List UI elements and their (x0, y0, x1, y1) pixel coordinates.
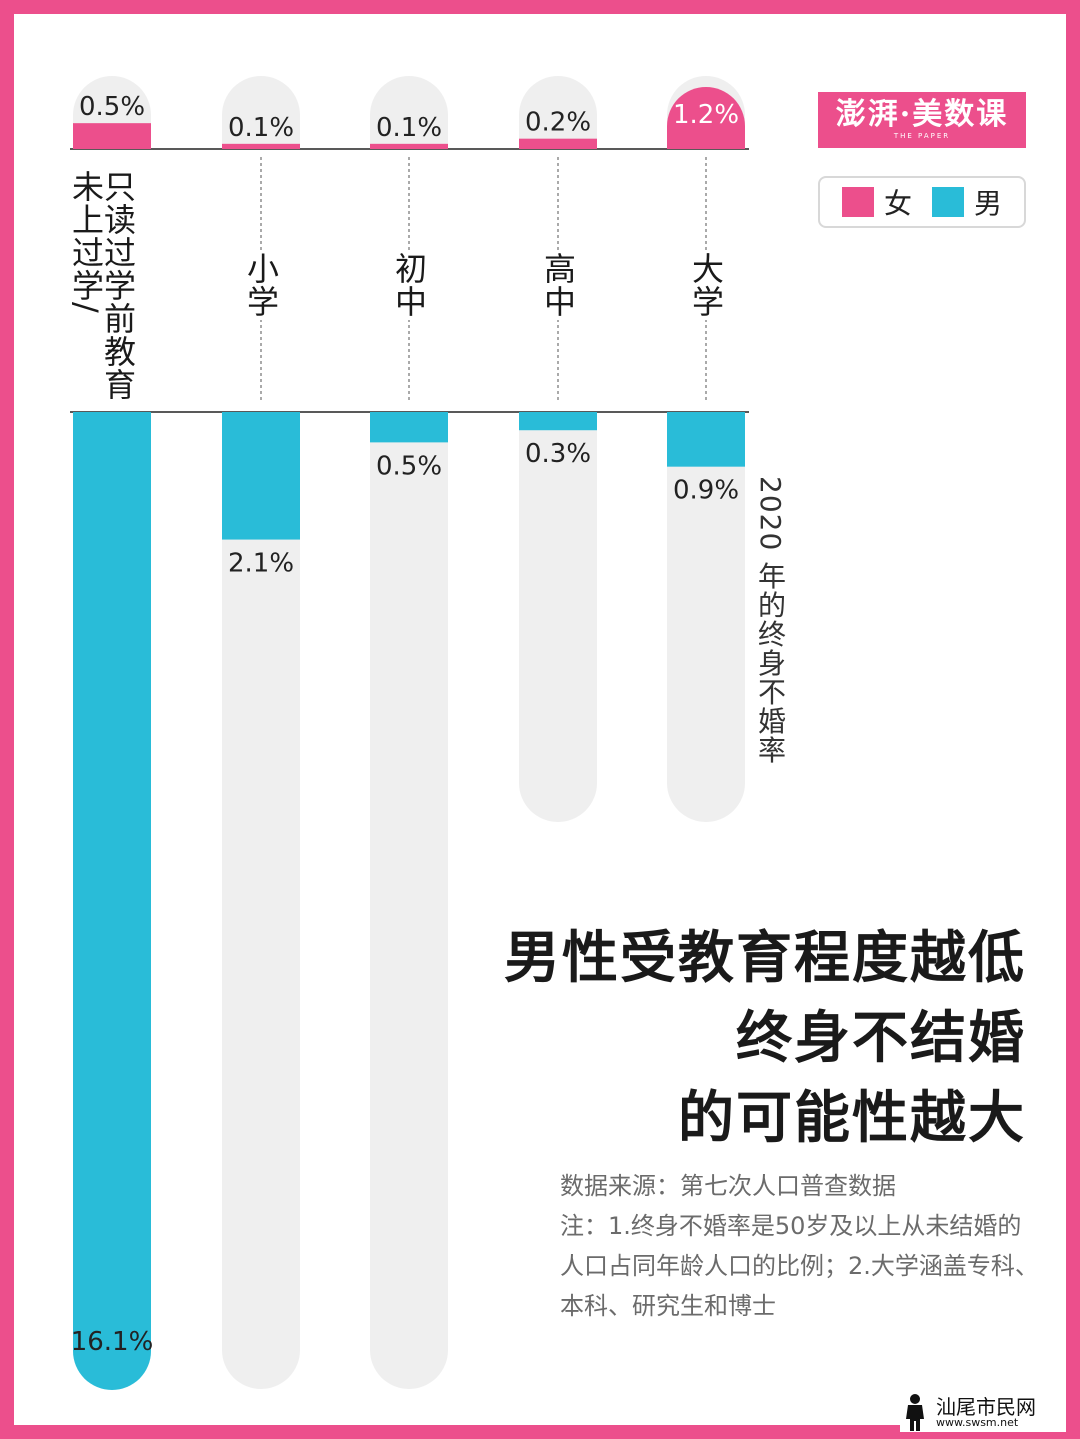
logo-main-text: 澎湃·美数课 (835, 97, 1009, 132)
data-label-male: 16.1% (71, 1327, 154, 1357)
male-track (370, 412, 448, 1389)
category-label: 高中 (539, 250, 577, 320)
bar-female (519, 138, 597, 149)
category-label: 小学 (242, 250, 280, 320)
legend-label-male: 男 (973, 187, 1002, 220)
watermark: 汕尾市民网 www.swsm.net (900, 1392, 1066, 1432)
data-label-male: 2.1% (228, 549, 294, 579)
bar-male (370, 412, 448, 443)
bar-female (667, 87, 745, 149)
watermark-url: www.swsm.net (936, 1415, 1019, 1429)
legend-item-male: 男 (931, 182, 1002, 222)
category-label: 大学 (687, 250, 725, 320)
bar-female (222, 143, 300, 149)
male-track (667, 412, 745, 822)
bar-male (73, 412, 151, 1390)
bar-female (370, 143, 448, 149)
data-label-male: 0.5% (376, 451, 442, 481)
data-label-female: 0.1% (228, 113, 294, 143)
bar-male (667, 412, 745, 467)
data-label-male: 0.9% (673, 476, 739, 506)
notes: 数据来源：第七次人口普查数据 注：1.终身不婚率是50岁及以上从未结婚的人口占同… (560, 1166, 1040, 1326)
bar-female (73, 123, 151, 149)
female-track (370, 76, 448, 149)
legend-swatch-male (931, 187, 964, 217)
headline: 男性受教育程度越低 终身不结婚 的可能性越大 (504, 919, 1026, 1159)
data-source: 数据来源：第七次人口普查数据 (560, 1172, 896, 1200)
footnote: 注：1.终身不婚率是50岁及以上从未结婚的人口占同年龄人口的比例；2.大学涵盖专… (560, 1212, 1039, 1320)
chart-canvas: 0.5% 16.1% 0.1% 2.1% 0.1% 0.5% 0.2% 0.3% 1.2% 0.9… (14, 14, 1066, 1425)
bar-male (222, 412, 300, 540)
watermark-name: 汕尾市民网 (936, 1394, 1036, 1419)
data-label-female: 0.1% (376, 113, 442, 143)
axis-title: 2020 年的终身不婚率 (754, 476, 787, 765)
data-label-female: 0.2% (525, 108, 591, 138)
data-label-female: 0.5% (79, 92, 145, 122)
data-label-male: 0.3% (525, 439, 591, 469)
data-label-female: 1.2% (673, 100, 739, 130)
legend-item-female: 女 (841, 182, 912, 222)
bar-male (519, 412, 597, 431)
headline-line-2: 终身不结婚 (736, 1006, 1026, 1071)
category-label: 只读过学前教育 未上过学/ (67, 168, 137, 403)
legend-swatch-female (841, 187, 874, 217)
logo-sub-text: THE PAPER (893, 132, 951, 140)
male-track (519, 412, 597, 822)
person-silhouette-icon (906, 1394, 924, 1431)
headline-line-1: 男性受教育程度越低 (504, 926, 1026, 991)
male-track (222, 412, 300, 1389)
legend: 女 男 (818, 176, 1026, 228)
legend-label-female: 女 (883, 187, 912, 220)
female-track (519, 76, 597, 149)
female-track (222, 76, 300, 149)
the-paper-logo: 澎湃·美数课 THE PAPER (818, 92, 1026, 148)
category-label: 初中 (390, 250, 428, 320)
headline-line-3: 的可能性越大 (678, 1086, 1026, 1151)
